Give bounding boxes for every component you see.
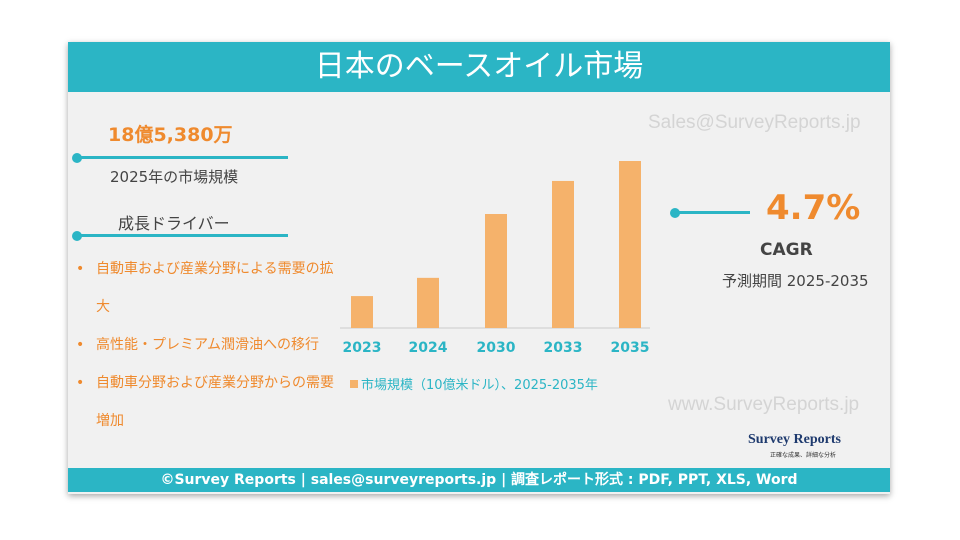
divider [76, 156, 288, 159]
header-title: 日本のベースオイル市場 [68, 42, 890, 92]
x-tick-label: 2023 [343, 340, 382, 356]
x-tick-label: 2024 [409, 340, 448, 356]
cagr-period: 予測期間 2025-2035 [722, 272, 869, 290]
divider [674, 211, 750, 214]
bar [619, 161, 641, 328]
footer: ©Survey Reports | sales@surveyreports.jp… [68, 468, 890, 492]
chart: 2023 2024 2030 2033 2035 市場規模（10億米ドル）、2025-20… [340, 161, 650, 393]
x-tick-label: 2033 [544, 340, 583, 356]
drivers-title: 成長ドライバー [118, 214, 230, 233]
logo-name: Survey Reports [748, 432, 841, 447]
market-label: 2025年の市場規模 [110, 168, 239, 186]
legend-swatch [350, 380, 358, 388]
bar [351, 296, 373, 328]
x-tick-label: 2030 [477, 340, 516, 356]
legend-label: 市場規模（10億米ドル）、2025-2035年 [361, 377, 598, 393]
watermark: Sales@SurveyReports.jp [648, 112, 861, 133]
cagr-value: 4.7% [766, 188, 861, 228]
driver-item: 高性能・プレミアム潤滑油への移行 [76, 326, 341, 364]
bar [552, 180, 574, 328]
driver-item: 自動車および産業分野による需要の拡大 [76, 250, 341, 326]
driver-item: 自動車分野および産業分野からの需要増加 [76, 364, 341, 440]
x-tick-label: 2035 [611, 340, 650, 356]
drivers-list: 自動車および産業分野による需要の拡大高性能・プレミアム潤滑油への移行自動車分野お… [76, 250, 341, 440]
market-value: 18億5,380万 [108, 124, 233, 146]
divider [76, 234, 288, 237]
watermark: www.SurveyReports.jp [668, 394, 860, 415]
bar [417, 277, 439, 328]
logo-tagline: 正確な成果、詳細な分析 [770, 452, 837, 459]
bar [485, 214, 507, 328]
cagr-label: CAGR [760, 240, 813, 260]
